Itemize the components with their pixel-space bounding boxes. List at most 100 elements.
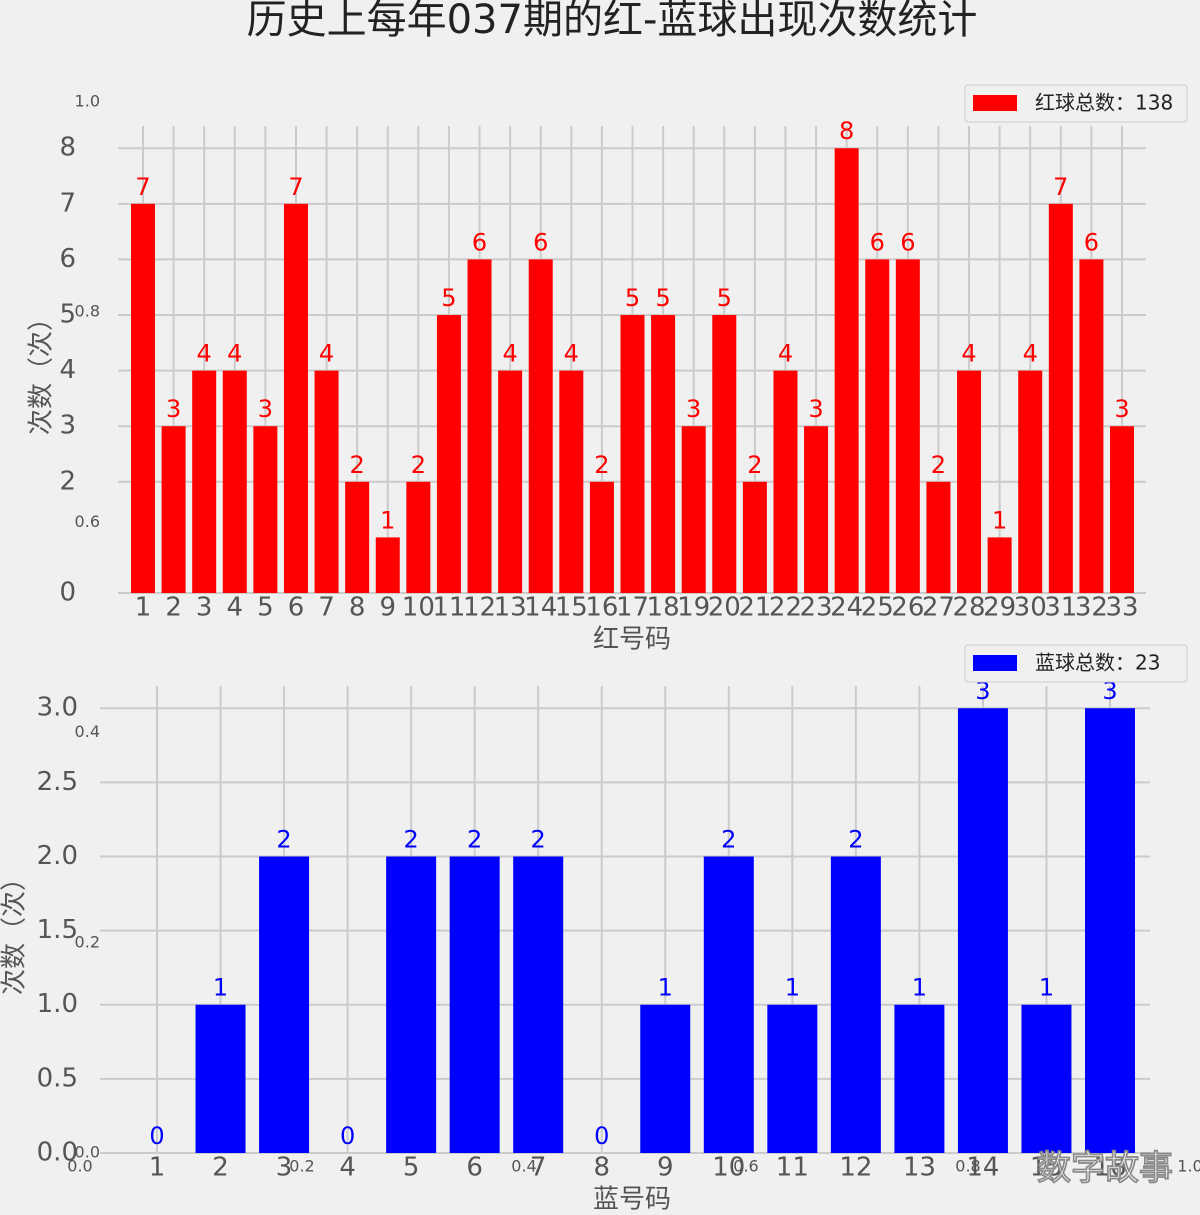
- y-tick-label: 8: [59, 133, 76, 163]
- bar: [926, 481, 951, 593]
- y-tick-label: 2: [59, 466, 76, 496]
- value-label: 2: [531, 825, 546, 853]
- bar: [767, 1004, 818, 1153]
- y-tick-label: 0.5: [37, 1063, 78, 1093]
- value-label: 2: [721, 825, 736, 853]
- x-tick-label: 6: [288, 593, 305, 623]
- value-label: 5: [655, 284, 670, 312]
- value-label: 4: [227, 340, 242, 368]
- y-tick-label: 0.0: [37, 1138, 78, 1168]
- x-tick-label: 21: [738, 593, 771, 623]
- value-label: 3: [258, 395, 273, 423]
- x-tick-label: 2: [212, 1153, 229, 1183]
- value-label: 4: [197, 340, 212, 368]
- y-tick-label: 5: [59, 300, 76, 330]
- value-label: 2: [931, 451, 946, 479]
- legend-box: [964, 644, 1188, 683]
- x-tick-label: 1: [149, 1153, 166, 1183]
- bar: [192, 370, 217, 593]
- value-label: 4: [502, 340, 517, 368]
- value-label: 5: [441, 284, 456, 312]
- value-label: 3: [1102, 677, 1117, 705]
- x-tick-label: 3: [196, 593, 213, 623]
- value-label: 0: [340, 1122, 355, 1150]
- y-axis-label: 次数（次）: [27, 305, 57, 435]
- value-label: 1: [1039, 974, 1054, 1002]
- ghost-x-tick-label: 0.0: [67, 1157, 92, 1176]
- ghost-x-tick-label: 1.0: [1177, 1157, 1200, 1176]
- x-tick-label: 10: [712, 1153, 745, 1183]
- x-tick-label: 4: [227, 593, 244, 623]
- value-label: 4: [778, 340, 793, 368]
- bar: [1048, 203, 1073, 594]
- value-label: 6: [533, 228, 548, 256]
- value-label: 2: [276, 825, 291, 853]
- ghost-y-tick-label: 1.0: [75, 92, 100, 111]
- legend-swatch: [973, 655, 1017, 671]
- bar: [895, 259, 920, 593]
- x-tick-label: 10: [402, 593, 435, 623]
- value-label: 6: [1084, 228, 1099, 256]
- x-tick-label: 14: [966, 1153, 999, 1183]
- legend-label: 红球总数：138: [1035, 91, 1173, 115]
- value-label: 7: [135, 173, 150, 201]
- y-tick-label: 1.5: [37, 915, 78, 945]
- value-label: 4: [564, 340, 579, 368]
- figure-title: 历史上每年037期的红-蓝球出现次数统计: [247, 0, 978, 43]
- value-label: 6: [472, 228, 487, 256]
- bar: [1079, 259, 1104, 593]
- bar: [957, 370, 982, 593]
- x-tick-label: 9: [657, 1153, 674, 1183]
- bar: [559, 370, 584, 593]
- x-tick-label: 3: [276, 1153, 293, 1183]
- y-tick-label: 3: [59, 411, 76, 441]
- value-label: 4: [961, 340, 976, 368]
- bar: [259, 856, 310, 1153]
- x-tick-label: 18: [647, 593, 680, 623]
- bar: [773, 370, 798, 593]
- x-tick-label: 30: [1014, 593, 1047, 623]
- value-label: 2: [848, 825, 863, 853]
- ghost-x-tick-label: 0.6: [733, 1157, 758, 1176]
- x-tick-label: 11: [776, 1153, 809, 1183]
- x-tick-label: 24: [830, 593, 863, 623]
- value-label: 2: [411, 451, 426, 479]
- bar: [640, 1004, 691, 1153]
- ghost-y-tick-label: 0.2: [75, 932, 100, 951]
- ghost-x-tick-label: 0.8: [955, 1157, 980, 1176]
- bar: [894, 1004, 945, 1153]
- bar: [345, 481, 370, 593]
- x-tick-label: 1: [135, 593, 152, 623]
- x-tick-label: 23: [800, 593, 833, 623]
- y-tick-label: 4: [59, 355, 76, 385]
- x-tick-label: 17: [616, 593, 649, 623]
- value-label: 1: [912, 974, 927, 1002]
- x-tick-label: 8: [593, 1153, 610, 1183]
- ghost-y-tick-label: 0.4: [75, 722, 100, 741]
- x-tick-label: 29: [983, 593, 1016, 623]
- y-tick-label: 1.0: [37, 989, 78, 1019]
- value-label: 2: [403, 825, 418, 853]
- ghost-y-tick-label: 0.8: [75, 302, 100, 321]
- bar: [436, 315, 461, 593]
- x-tick-label: 22: [769, 593, 802, 623]
- bar: [712, 315, 737, 593]
- bar: [406, 481, 431, 593]
- value-label: 7: [1053, 173, 1068, 201]
- x-tick-label: 33: [1105, 593, 1138, 623]
- bar: [681, 426, 706, 593]
- value-label: 1: [380, 506, 395, 534]
- ghost-y-tick-label: 0.6: [75, 512, 100, 531]
- value-label: 1: [213, 974, 228, 1002]
- value-label: 1: [992, 506, 1007, 534]
- value-label: 2: [350, 451, 365, 479]
- value-label: 4: [319, 340, 334, 368]
- value-label: 3: [808, 395, 823, 423]
- bar: [1021, 1004, 1072, 1153]
- value-label: 7: [288, 173, 303, 201]
- x-tick-label: 26: [891, 593, 924, 623]
- bar: [375, 537, 400, 593]
- bar: [498, 370, 523, 593]
- x-tick-label: 31: [1044, 593, 1077, 623]
